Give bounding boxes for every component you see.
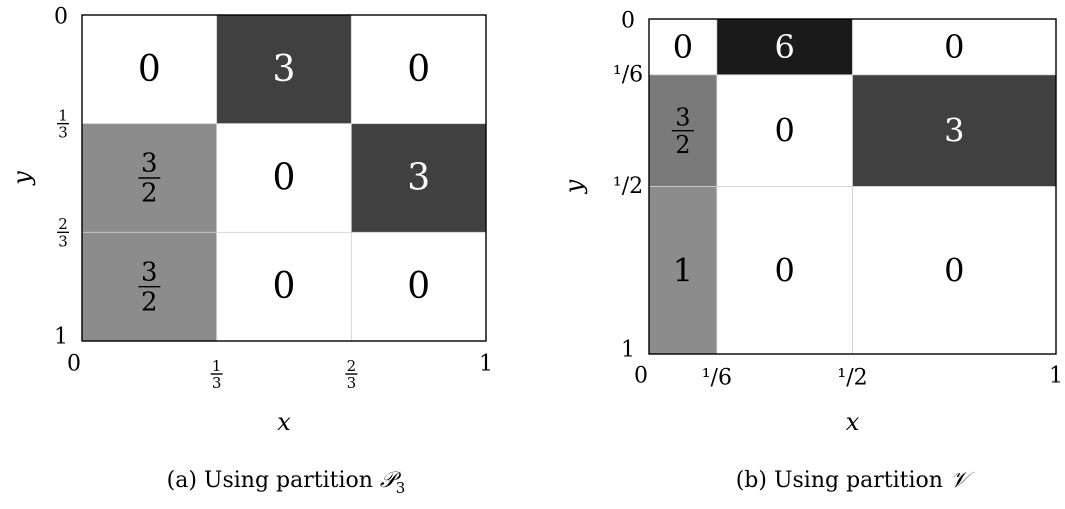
y-tick-label: ¹/6 <box>613 62 643 87</box>
cell-value-label: 1 <box>673 251 693 289</box>
y-tick-fraction-denominator: 3 <box>58 232 68 250</box>
y-tick-fraction: 23 <box>57 215 69 250</box>
plot-frame <box>648 18 1057 355</box>
heatmap-cell <box>216 14 352 125</box>
x-tick-label: 0 <box>67 352 81 377</box>
y-tick-fraction-numerator: 1 <box>58 106 68 124</box>
cell-value-label: 0 <box>138 49 161 90</box>
x-axis-label: x <box>846 408 860 436</box>
caption-subscript: 3 <box>396 479 406 497</box>
cell-value-label: 3 <box>273 49 296 90</box>
cell-value-label: 0 <box>774 251 794 289</box>
cell-value-label: 3 <box>407 158 430 199</box>
figure-caption: (b) Using partition 𝒱 <box>736 468 975 493</box>
x-tick-fraction-numerator: 2 <box>347 357 357 375</box>
heatmap-cell <box>648 186 718 355</box>
cell-value-label: 0 <box>673 28 693 66</box>
x-tick-fraction: 13 <box>210 357 223 392</box>
heatmap-cell <box>81 14 218 125</box>
x-tick-fraction-denominator: 3 <box>212 374 222 392</box>
cell-value-label: 0 <box>944 28 964 66</box>
y-tick-label: 1 <box>54 325 68 350</box>
cell-value-fraction-numerator: 3 <box>675 103 690 131</box>
heatmap-cell <box>350 231 487 342</box>
x-tick-label: 1 <box>479 352 493 377</box>
x-tick-label: ¹/6 <box>702 366 732 391</box>
cell-value-label: 3 <box>944 112 964 150</box>
y-tick-fraction: 13 <box>57 106 69 142</box>
cell-value-fraction: 32 <box>138 149 161 209</box>
caption-prefix: (a) Using partition <box>167 468 380 493</box>
x-axis-label: x <box>277 408 291 436</box>
caption-symbol: 𝒱 <box>950 468 975 493</box>
heatmap-cell <box>852 186 1057 355</box>
y-tick-label: 1 <box>621 338 635 363</box>
cell-value-label: 6 <box>774 28 794 66</box>
y-tick-label: 0 <box>54 5 68 30</box>
cell-value-fraction-numerator: 3 <box>141 257 158 287</box>
cell-value-label: 0 <box>944 251 964 289</box>
y-tick-label: ¹/2 <box>613 174 643 199</box>
heatmap-cell <box>716 186 853 355</box>
y-axis-label: y <box>560 179 588 194</box>
y-axis-label: y <box>8 171 36 186</box>
cell-value-fraction-denominator: 2 <box>141 287 158 317</box>
cell-value-fraction: 32 <box>138 257 161 317</box>
cell-value-label: 0 <box>407 49 430 90</box>
y-tick-fraction-denominator: 3 <box>58 124 68 142</box>
heatmap-cell <box>350 123 487 233</box>
y-tick-label: 0 <box>621 9 635 34</box>
x-tick-label: 1 <box>1049 364 1063 389</box>
cell-value-label: 0 <box>273 158 296 199</box>
cell-value-label: 0 <box>774 112 794 150</box>
y-tick-fraction-numerator: 2 <box>58 215 68 233</box>
x-tick-fraction-numerator: 1 <box>212 357 222 375</box>
figure-caption: (a) Using partition 𝒫3 <box>167 468 406 497</box>
cell-value-fraction-numerator: 3 <box>141 149 158 179</box>
cell-value-fraction-denominator: 2 <box>141 179 158 209</box>
x-tick-label: ¹/2 <box>837 366 867 391</box>
cell-value-fraction-denominator: 2 <box>675 131 690 159</box>
x-tick-fraction: 23 <box>345 357 358 392</box>
x-tick-label: 0 <box>634 364 648 389</box>
cell-value-label: 0 <box>407 266 430 307</box>
caption-prefix: (b) Using partition <box>736 468 950 493</box>
x-tick-fraction-denominator: 3 <box>347 374 357 392</box>
cell-value-label: 0 <box>273 266 296 307</box>
heatmap-cell <box>716 74 853 187</box>
heatmap-cell <box>216 231 352 342</box>
heatmap-cell <box>648 18 718 76</box>
cell-value-fraction: 32 <box>671 103 694 159</box>
heatmap-cell <box>852 74 1057 187</box>
plot-frame <box>81 14 487 342</box>
